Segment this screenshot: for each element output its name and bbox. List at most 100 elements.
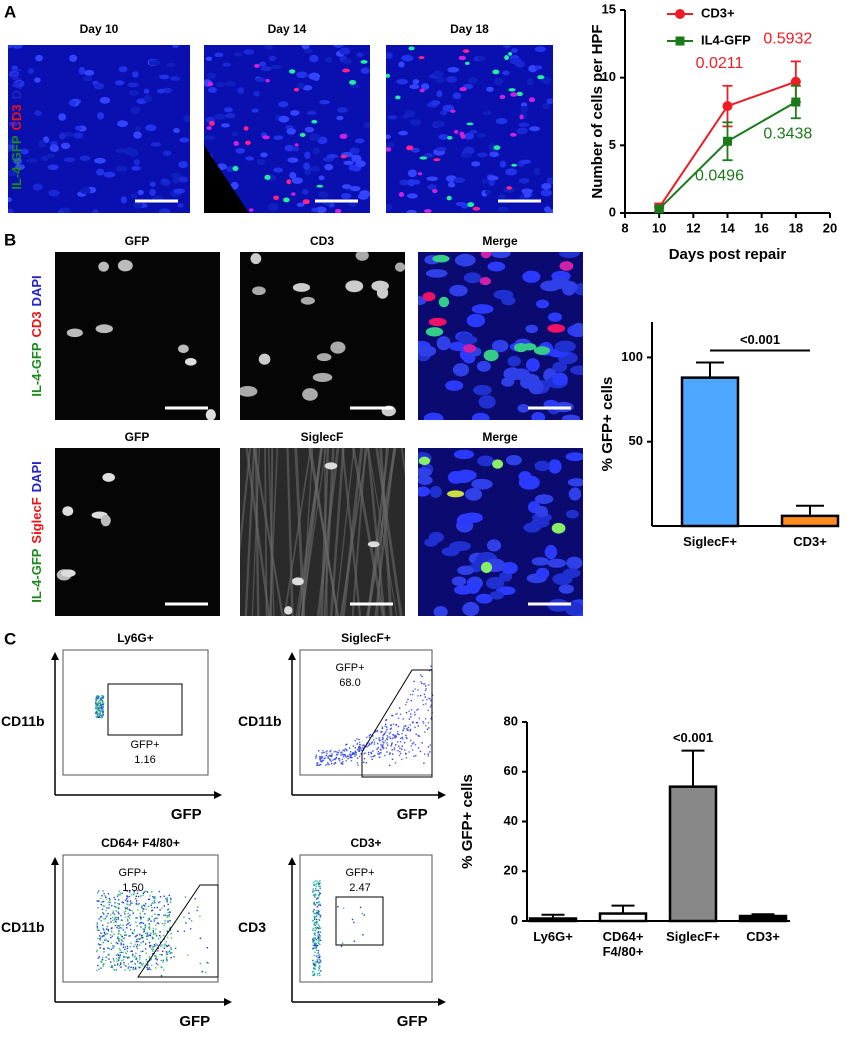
gate-label: GFP+	[130, 739, 159, 751]
event-dot	[113, 933, 115, 935]
y-tick-label: 20	[504, 863, 518, 878]
event-dot	[391, 742, 393, 744]
cell	[407, 179, 416, 187]
cell	[507, 355, 521, 367]
cell	[224, 80, 236, 87]
x-tick-label: 18	[789, 220, 803, 235]
cell	[559, 261, 574, 271]
micrograph-content	[418, 252, 583, 420]
event-dot	[427, 753, 429, 755]
event-dot	[161, 944, 163, 946]
event-dot	[137, 937, 139, 940]
event-dot	[317, 897, 320, 899]
cell	[289, 110, 300, 116]
cell	[467, 77, 478, 84]
event-dot	[156, 917, 159, 920]
event-dot	[135, 957, 138, 959]
cell	[525, 358, 540, 372]
event-dot	[129, 909, 131, 911]
event-dot	[424, 718, 427, 720]
event-dot	[127, 896, 129, 898]
cell	[432, 188, 438, 194]
cell	[34, 77, 41, 83]
event-dot	[97, 907, 99, 909]
fiber	[308, 448, 340, 616]
event-dot	[146, 891, 149, 893]
event-dot	[316, 918, 318, 921]
event-dot	[313, 895, 316, 897]
event-dot	[384, 740, 387, 742]
event-dot	[418, 735, 421, 737]
cell	[273, 195, 280, 201]
event-dot	[414, 713, 416, 716]
cell	[205, 409, 216, 420]
cell	[264, 174, 271, 180]
event-dot	[96, 923, 98, 926]
event-dot	[429, 744, 431, 746]
event-dot	[325, 751, 327, 753]
event-dot	[410, 713, 412, 715]
event-dot	[132, 912, 134, 914]
event-dot	[401, 733, 403, 735]
event-dot	[118, 940, 120, 943]
event-dot	[112, 919, 114, 921]
cell	[288, 69, 296, 74]
cell	[222, 62, 231, 67]
cell	[103, 171, 116, 178]
event-dot	[328, 763, 330, 766]
event-dot	[361, 747, 364, 749]
event-dot	[99, 699, 102, 701]
event-dot	[102, 927, 104, 930]
cell	[398, 61, 405, 68]
event-dot	[414, 711, 416, 713]
cell	[486, 539, 502, 552]
event-dot	[100, 915, 103, 918]
cell	[313, 76, 320, 81]
cell	[73, 132, 84, 139]
event-dot	[95, 702, 97, 704]
event-dot	[314, 951, 316, 953]
event-dot	[423, 683, 425, 685]
event-dot	[157, 950, 159, 952]
event-dot	[139, 915, 142, 918]
event-dot	[334, 762, 336, 764]
event-dot	[164, 943, 166, 945]
cell	[215, 81, 226, 88]
event-dot	[423, 683, 426, 685]
cell	[419, 156, 428, 160]
event-dot	[415, 755, 417, 757]
event-dot	[421, 675, 423, 678]
event-dot	[125, 934, 127, 936]
event-dot	[354, 752, 357, 754]
event-dot	[405, 734, 407, 737]
event-dot	[316, 921, 318, 923]
cell	[487, 261, 506, 272]
event-dot	[313, 973, 315, 975]
cell	[61, 569, 76, 578]
event-dot	[154, 955, 157, 957]
event-dot	[360, 748, 362, 750]
event-dot	[381, 747, 384, 749]
cell	[245, 140, 251, 146]
event-dot	[150, 968, 152, 971]
event-dot	[124, 916, 127, 918]
event-dot	[320, 757, 323, 760]
event-dot	[119, 894, 121, 896]
cell	[531, 557, 549, 566]
event-dot	[386, 728, 388, 731]
event-dot	[157, 938, 160, 940]
event-dot	[183, 930, 186, 932]
cell	[206, 126, 212, 130]
event-dot	[350, 756, 352, 759]
event-dot	[98, 696, 101, 698]
event-dot	[319, 966, 321, 968]
event-dot	[96, 708, 98, 711]
cell	[551, 522, 566, 534]
event-dot	[404, 725, 407, 727]
event-dot	[96, 704, 98, 706]
cell	[425, 327, 444, 337]
event-dot	[146, 938, 148, 941]
event-dot	[376, 748, 378, 750]
event-dot	[313, 932, 315, 935]
event-dot	[377, 753, 379, 755]
